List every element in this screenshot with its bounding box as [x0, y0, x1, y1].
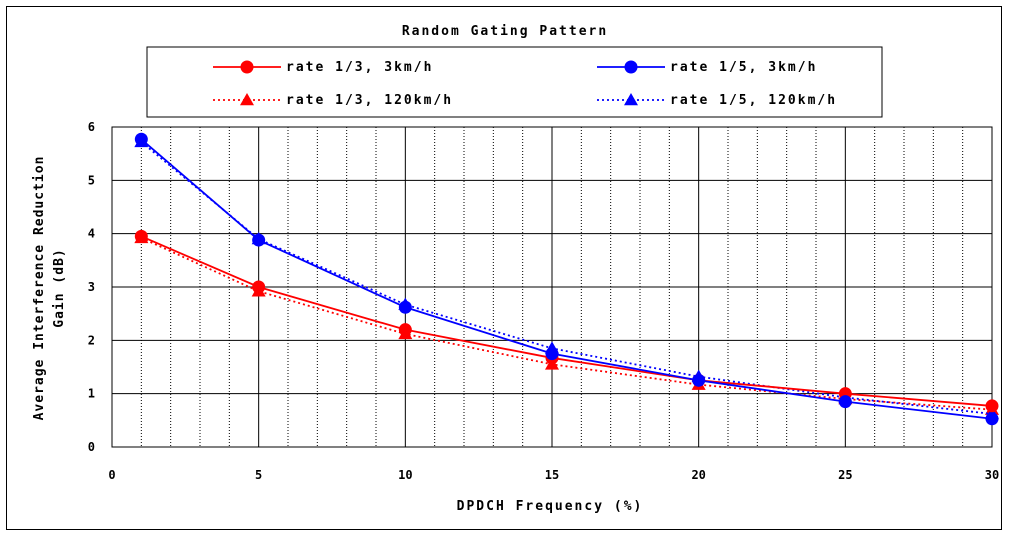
- x-tick-label: 25: [838, 468, 852, 482]
- legend-label: rate 1/3, 3km/h: [286, 60, 433, 75]
- legend-label: rate 1/5, 120km/h: [670, 93, 837, 108]
- y-tick-label: 4: [88, 227, 95, 241]
- legend-item-2: rate 1/3, 120km/h: [213, 93, 453, 108]
- data-point: [985, 399, 999, 413]
- legend-label: rate 1/3, 120km/h: [286, 93, 453, 108]
- chart-title: Random Gating Pattern: [402, 24, 608, 39]
- data-point: [692, 373, 706, 387]
- y-tick-label: 6: [88, 120, 95, 134]
- legend-box: [146, 46, 883, 118]
- y-tick-label: 2: [88, 333, 95, 347]
- x-tick-label: 0: [108, 468, 115, 482]
- legend-swatch-marker: [240, 60, 254, 74]
- y-tick-label: 0: [88, 440, 95, 454]
- legend-swatch-marker: [624, 60, 638, 74]
- legend-item-3: rate 1/5, 120km/h: [597, 93, 837, 108]
- data-point: [398, 300, 412, 314]
- y-tick-label: 3: [88, 280, 95, 294]
- legend-item-1: rate 1/5, 3km/h: [597, 60, 817, 75]
- data-point: [545, 347, 559, 361]
- legend-swatch-marker: [624, 93, 638, 106]
- y-axis-label-line-2: Gain (dB): [52, 248, 67, 327]
- legend: rate 1/3, 3km/h rate 1/5, 3km/h rate 1/3, …: [146, 46, 883, 118]
- data-point: [252, 280, 266, 294]
- data-point: [134, 229, 148, 243]
- x-tick-label: 20: [691, 468, 705, 482]
- x-tick-label: 15: [545, 468, 559, 482]
- legend-label: rate 1/5, 3km/h: [670, 60, 817, 75]
- y-tick-label: 1: [88, 387, 95, 401]
- legend-swatch-marker: [240, 93, 254, 106]
- legend-item-0: rate 1/3, 3km/h: [213, 60, 433, 75]
- x-tick-label: 5: [255, 468, 262, 482]
- x-tick-label: 10: [398, 468, 412, 482]
- data-point: [838, 395, 852, 409]
- data-point: [252, 233, 266, 247]
- y-tick-label: 5: [88, 173, 95, 187]
- plot-border: [111, 126, 993, 448]
- data-point: [134, 132, 148, 146]
- x-tick-label: 30: [985, 468, 999, 482]
- data-point: [985, 412, 999, 426]
- x-axis-label: DPDCH Frequency (%): [457, 499, 644, 514]
- plot-area: 0 1 2 3 4 5 6 0 5 10 15 20 25 30: [88, 120, 999, 482]
- y-axis-label-line-1: Average Interference Reduction: [32, 156, 47, 421]
- series-1: [134, 132, 999, 426]
- data-point: [398, 323, 412, 337]
- y-axis-label: Average Interference Reduction Gain (dB): [32, 156, 67, 421]
